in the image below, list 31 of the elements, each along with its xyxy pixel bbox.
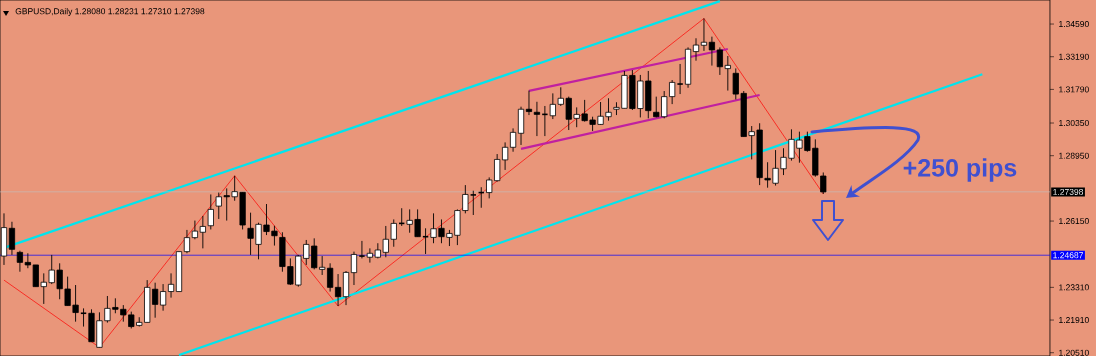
ref-line-label: 1.24687 <box>1053 252 1083 259</box>
line-series <box>3 18 824 348</box>
candlestick <box>16 250 24 273</box>
candlestick <box>469 190 477 216</box>
candlestick <box>207 194 214 230</box>
candlestick <box>183 229 191 254</box>
candlestick <box>167 272 175 299</box>
candlestick <box>159 283 167 312</box>
candlestick <box>525 90 533 116</box>
y-tick-label: 1.26150 <box>1059 218 1089 225</box>
candlestick <box>533 101 541 137</box>
text: GBPUSD,Daily 1.28080 1.28231 1.27310 1.27398 <box>15 8 205 16</box>
y-tick-label: 1.28950 <box>1059 152 1089 159</box>
y-tick-label: 1.30350 <box>1059 120 1089 127</box>
candlestick <box>358 240 366 259</box>
candlestick <box>509 127 517 153</box>
y-tick-label: 1.34590 <box>1059 21 1089 28</box>
candlestick <box>8 221 16 256</box>
y-tick-label: 1.33190 <box>1059 53 1089 60</box>
candlestick <box>692 37 700 62</box>
annotation: +250 pips <box>903 158 1017 182</box>
ref-line-label: 1.27398 <box>1053 188 1084 195</box>
candlestick <box>350 251 358 286</box>
candlestick <box>700 17 708 52</box>
y-tick-label: 1.20510 <box>1059 349 1089 356</box>
y-tick-label: 1.31790 <box>1059 86 1089 93</box>
candlestick <box>334 273 342 307</box>
candlestick <box>80 307 88 328</box>
y-tick-label: 1.21910 <box>1059 317 1089 324</box>
y-tick-label: 1.23310 <box>1059 284 1089 291</box>
candlestick <box>708 36 716 67</box>
